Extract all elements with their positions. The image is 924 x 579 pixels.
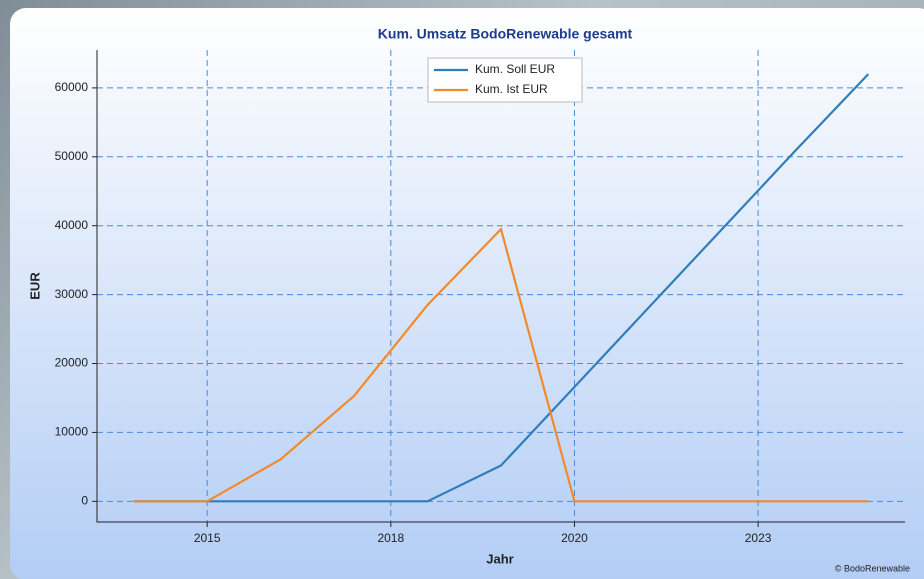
footer: © BodoRenewable	[835, 563, 910, 573]
chart-title: Kum. Umsatz BodoRenewable gesamt	[378, 26, 633, 42]
y-tick-label: 10000	[55, 425, 89, 439]
chart: Kum. Umsatz BodoRenewable gesamt Jahr EU…	[0, 0, 924, 579]
x-tick-label: 2023	[745, 531, 772, 545]
y-tick-label: 30000	[55, 287, 89, 301]
page: Kum. Umsatz BodoRenewable gesamt Jahr EU…	[0, 0, 924, 579]
y-tick-label: 0	[81, 494, 88, 508]
y-axis-title: EUR	[27, 272, 42, 300]
y-tick-label: 50000	[55, 149, 89, 163]
y-tick-label: 60000	[55, 80, 89, 94]
x-tick-label: 2020	[561, 531, 588, 545]
x-tick-label: 2018	[377, 531, 404, 545]
legend-label: Kum. Ist EUR	[475, 82, 548, 96]
y-tick-label: 20000	[55, 356, 89, 370]
y-tick-label: 40000	[55, 218, 89, 232]
x-tick-label: 2015	[194, 531, 221, 545]
legend-label: Kum. Soll EUR	[475, 62, 555, 76]
x-axis-title: Jahr	[486, 551, 513, 566]
